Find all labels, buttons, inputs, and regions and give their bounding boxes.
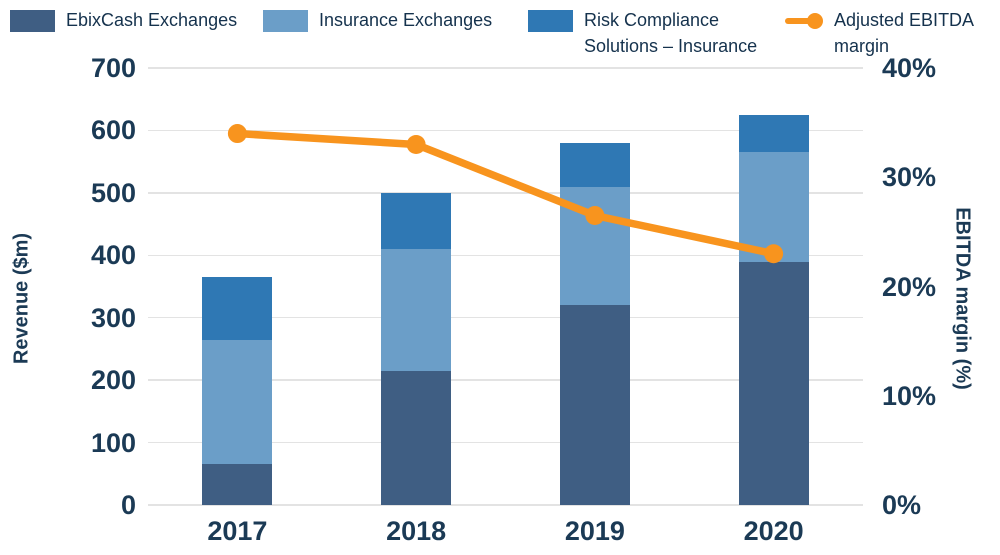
legend-item-insurance-exchanges: Insurance Exchanges	[263, 8, 492, 34]
right-axis-tick-0: 0%	[882, 490, 922, 520]
legend-label-risk-compliance: Risk Compliance Solutions – Insurance	[584, 10, 758, 56]
gridline-300	[148, 316, 863, 319]
legend-label-ebixcash-exchanges: EbixCash Exchanges	[66, 10, 238, 30]
bar-segment-insurance-2020	[738, 152, 809, 262]
ebitda-margin-point-2018	[406, 134, 426, 154]
legend-item-adjusted-ebitda-margin: Adjusted EBITDA margin	[785, 8, 974, 59]
left-axis-tick-500: 500	[90, 177, 136, 208]
x-axis-label-2018: 2018	[386, 516, 447, 546]
gridline-100	[148, 441, 863, 444]
legend-item-risk-compliance: Risk Compliance Solutions – Insurance	[528, 8, 757, 59]
left-axis-tick-200: 200	[90, 365, 136, 396]
legend-item-ebixcash-exchanges: EbixCash Exchanges	[10, 8, 237, 34]
x-axis-label-2020: 2020	[743, 516, 804, 546]
legend-swatch-ebixcash-exchanges	[10, 10, 55, 32]
legend-label-insurance-exchanges: Insurance Exchanges	[319, 10, 493, 30]
left-axis-title: Revenue ($m)	[10, 232, 33, 365]
left-axis-tick-700: 700	[90, 53, 136, 83]
x-axis-label-2017: 2017	[207, 516, 268, 546]
ebitda-margin-point-2017	[227, 124, 247, 144]
bar-segment-risk-2017	[202, 277, 273, 340]
right-axis-tick-40: 40%	[882, 53, 937, 83]
bar-segment-risk-2019	[559, 142, 630, 187]
bar-segment-insurance-2017	[202, 339, 273, 465]
left-axis-tick-0: 0	[120, 490, 136, 520]
gridline-200	[148, 379, 863, 381]
left-axis-tick-600: 600	[90, 115, 136, 146]
legend-line-dot-icon	[785, 10, 823, 32]
left-axis-tick-400: 400	[90, 240, 136, 271]
legend-line-dot	[807, 13, 823, 29]
legend-swatch-risk-compliance	[528, 10, 573, 32]
right-axis-tick-20: 20%	[882, 271, 937, 302]
bar-segment-insurance-2018	[381, 249, 452, 371]
right-axis-tick-30: 30%	[882, 162, 937, 193]
bar-segment-insurance-2019	[559, 186, 630, 306]
bar-segment-ebixcash-2018	[381, 370, 452, 505]
legend-label-adjusted-ebitda-margin: Adjusted EBITDA margin	[834, 10, 975, 56]
right-axis-tick-10: 10%	[882, 380, 937, 411]
bar-segment-risk-2018	[381, 192, 452, 250]
bar-segment-ebixcash-2017	[202, 464, 273, 505]
gridline-0	[148, 504, 863, 506]
right-axis-title: EBITDA margin (%)	[951, 207, 974, 390]
bar-segment-risk-2020	[738, 114, 809, 153]
legend-swatch-insurance-exchanges	[263, 10, 308, 32]
legend-line-dash	[785, 18, 815, 24]
ebitda-margin-line	[233, 129, 778, 258]
gridline-700	[148, 67, 863, 69]
bar-segment-ebixcash-2019	[559, 305, 630, 505]
x-axis-label-2019: 2019	[564, 516, 625, 546]
left-axis-tick-100: 100	[90, 427, 136, 458]
bar-segment-ebixcash-2020	[738, 261, 809, 505]
left-axis-tick-300: 300	[90, 302, 136, 333]
